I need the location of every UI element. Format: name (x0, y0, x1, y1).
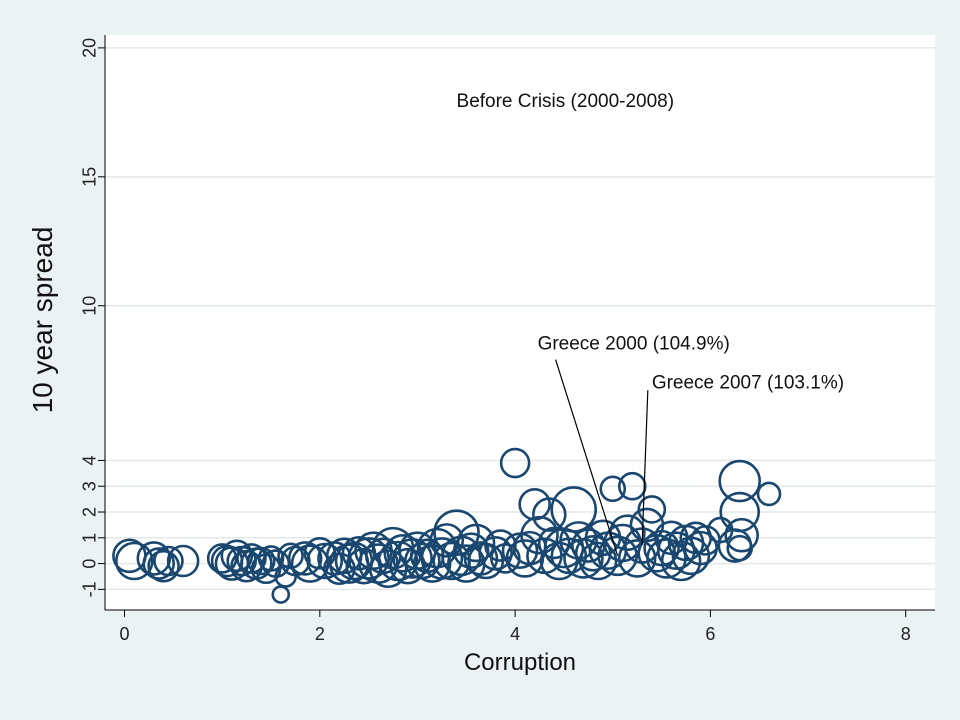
y-tick-label: 2 (80, 507, 100, 517)
y-tick-label: -1 (80, 581, 100, 597)
data-point (429, 523, 465, 558)
annotation-leader-line (555, 359, 619, 557)
y-tick-label: 0 (80, 559, 100, 569)
x-tick-label: 8 (901, 624, 911, 644)
data-point (383, 533, 423, 573)
y-axis-title: 10 year spread (27, 227, 58, 414)
annotation-label: Greece 2000 (104.9%) (538, 334, 730, 355)
data-point (537, 526, 571, 560)
annotation-label: Before Crisis (2000-2008) (457, 91, 675, 112)
data-point (724, 517, 759, 553)
data-point (287, 541, 323, 576)
data-point (246, 546, 276, 576)
data-point (484, 529, 517, 562)
data-point (550, 486, 598, 533)
data-point (499, 447, 531, 479)
data-point (756, 481, 782, 507)
data-point (531, 497, 567, 532)
data-point (456, 523, 496, 563)
y-tick-label: 3 (80, 481, 100, 491)
data-point (433, 509, 480, 556)
data-point (599, 475, 627, 503)
data-point (501, 532, 539, 569)
x-tick-label: 6 (705, 624, 715, 644)
plot-area (105, 35, 935, 610)
data-point (142, 547, 176, 580)
y-tick-label: 10 (80, 296, 100, 316)
data-point (463, 541, 499, 576)
annotation-leader-line (641, 390, 649, 546)
data-point (617, 471, 647, 501)
data-point (147, 549, 180, 583)
data-point (166, 544, 200, 578)
data-point (306, 542, 344, 580)
x-tick-label: 0 (120, 624, 130, 644)
data-point (420, 537, 464, 580)
data-point (114, 541, 154, 581)
data-point (520, 515, 559, 555)
data-point (220, 539, 254, 573)
y-tick-label: 4 (80, 455, 100, 465)
annotation-label: Greece 2007 (103.1%) (652, 372, 844, 393)
y-tick-label: 15 (80, 167, 100, 187)
y-tick-label: 20 (80, 38, 100, 58)
x-axis-title: Corruption (464, 649, 576, 676)
data-point (153, 545, 184, 577)
data-point (617, 539, 657, 578)
data-point (718, 459, 762, 503)
x-tick-label: 4 (510, 624, 520, 644)
data-point (646, 538, 687, 579)
x-tick-label: 2 (315, 624, 325, 644)
data-point (719, 491, 761, 533)
data-point (257, 545, 285, 572)
data-point (136, 541, 172, 576)
data-point (637, 495, 667, 524)
data-point (277, 542, 304, 570)
data-point (392, 538, 433, 579)
y-tick-label: 1 (80, 533, 100, 543)
data-point (726, 534, 754, 562)
